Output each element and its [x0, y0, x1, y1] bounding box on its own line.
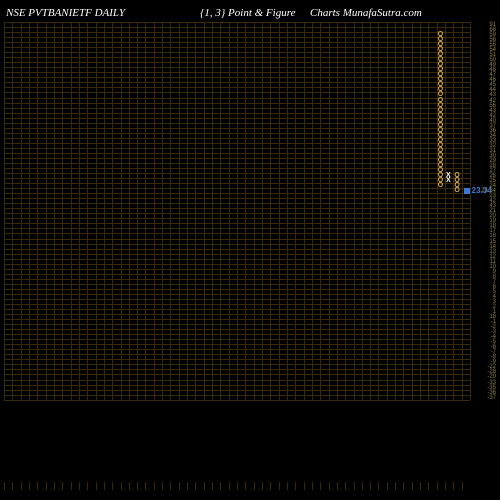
y-axis: 9168595655545150494847464544434256434240… [470, 22, 498, 450]
source-label: Charts MunafaSutra.com [310, 7, 422, 19]
x-axis-ticks [4, 450, 470, 490]
price-box-icon [464, 188, 470, 194]
symbol-label: NSE PVTBANIETF DAILY [6, 7, 125, 19]
y-axis-label: -37 [487, 395, 496, 401]
chart-header: NSE PVTBANIETF DAILY {1, 3} Point & Figu… [0, 4, 500, 22]
chart-grid: OOOOOOOOOOOOOOOOOOOOOOOOOOOOOOOOOOOXX23.… [4, 22, 470, 450]
o-marker: O [454, 187, 459, 194]
o-marker: O [438, 182, 443, 189]
x-marker: X [446, 177, 451, 184]
config-label: {1, 3} Point & Figure [200, 7, 295, 19]
